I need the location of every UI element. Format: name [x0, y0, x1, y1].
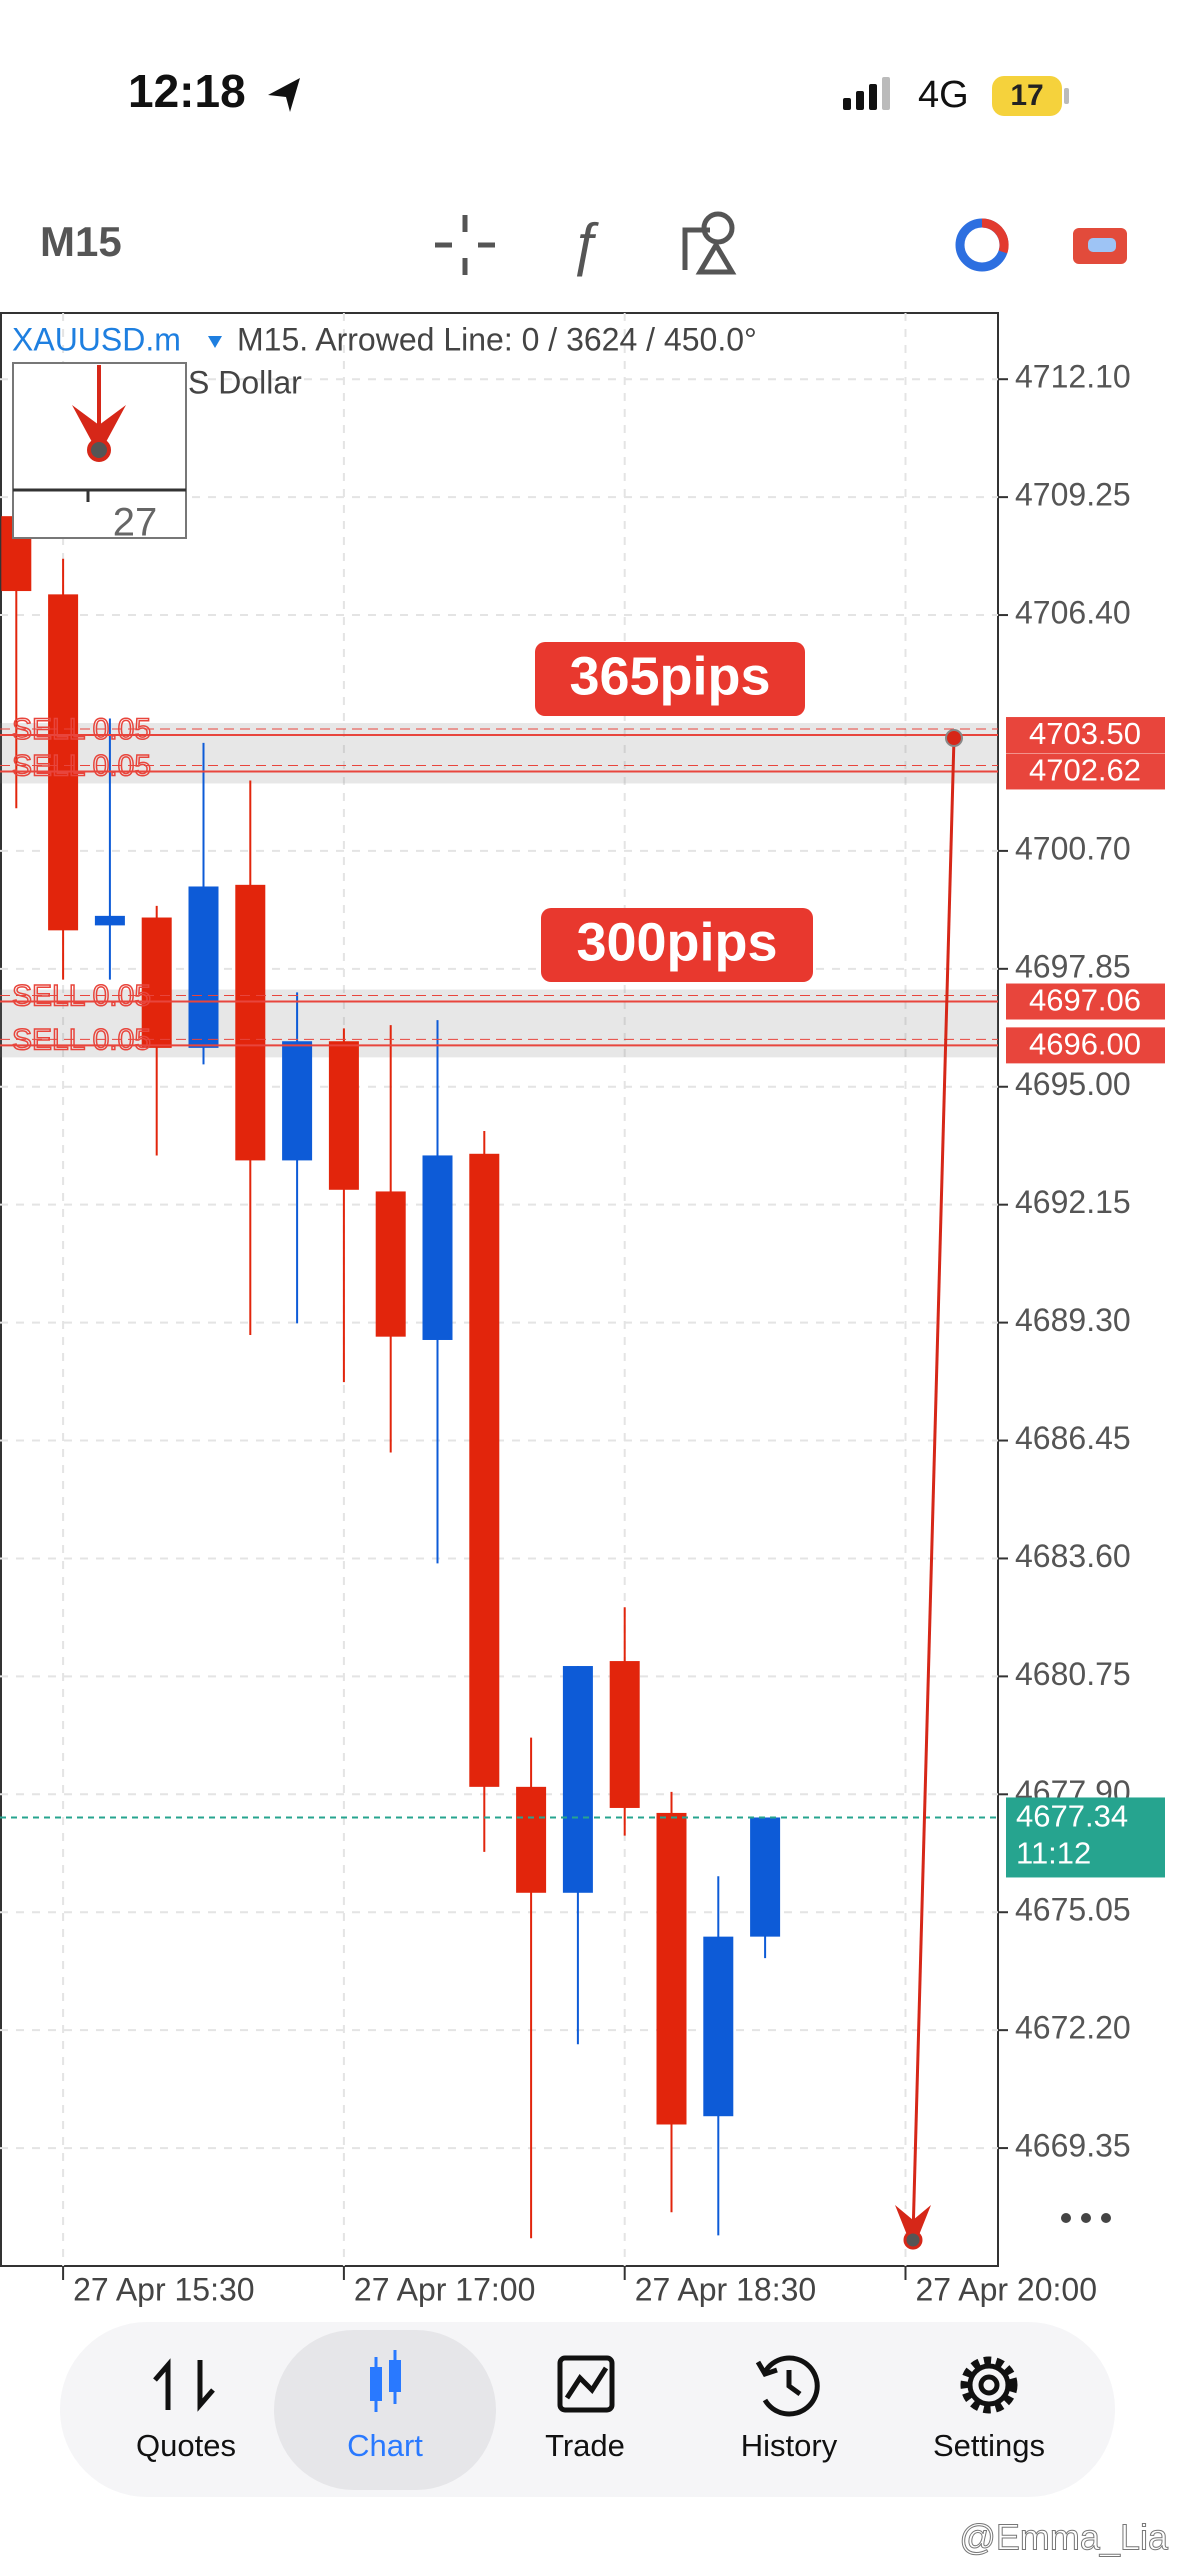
nav-items: Quotes Chart Trade History Settings	[136, 2330, 1045, 2490]
chart-frame	[0, 312, 999, 2267]
chart-icon	[370, 2350, 401, 2412]
settings-icon	[960, 2356, 1018, 2414]
battery	[992, 76, 1062, 116]
arrowed-line-handle[interactable]	[903, 2230, 923, 2250]
order-band	[0, 723, 998, 784]
nav-selected	[274, 2330, 496, 2490]
nav-label[interactable]: History	[741, 2428, 838, 2463]
nav-label[interactable]: Settings	[933, 2428, 1045, 2463]
y-tick-label: 4672.20	[1015, 2010, 1131, 2046]
candle-body	[94, 915, 125, 926]
thumbnail-arrowhead	[72, 405, 126, 455]
nav-label[interactable]: Quotes	[136, 2428, 236, 2463]
candle-body	[188, 886, 219, 1048]
symbol[interactable]: XAUUSD.m	[12, 321, 181, 357]
arrowed-line[interactable]	[911, 737, 956, 2237]
y-tick-label: 4700.70	[1015, 830, 1131, 866]
y-tick-label: 4692.15	[1015, 1184, 1131, 1220]
order-price-label: 4702.62	[1029, 753, 1141, 788]
thumbnail-point	[87, 438, 111, 462]
nav-label[interactable]: Chart	[347, 2428, 423, 2463]
watermark: @Emma_Lia	[959, 2517, 1169, 2558]
symbol-dropdown[interactable]	[208, 336, 222, 348]
y-tick-label: 4683.60	[1015, 1538, 1131, 1574]
battery-tip	[1064, 88, 1069, 104]
chart[interactable]: 4712.10 4709.25 4706.40 4700.70 4697.85 4695.…	[0, 313, 1165, 2307]
trade-icon	[557, 2355, 615, 2413]
candle-body	[750, 1817, 781, 1937]
current-price-box	[1006, 1797, 1165, 1878]
candle-body	[282, 1041, 313, 1161]
nav-label[interactable]: Trade	[545, 2428, 625, 2463]
arrowhead	[895, 2205, 931, 2250]
y-tick-label: 4689.30	[1015, 1302, 1131, 1338]
y-tick-label: 4669.35	[1015, 2128, 1131, 2164]
x-tick-label: 27 Apr 20:00	[916, 2271, 1097, 2307]
candle-body	[562, 1666, 593, 1893]
candle-body	[328, 1041, 359, 1190]
order-label: SELL 0.05	[12, 713, 151, 746]
network: 4G	[918, 74, 969, 116]
annotation: 365pips	[569, 646, 770, 706]
countdown: 11:12	[1016, 1836, 1091, 1871]
order-price-label: 4703.50	[1029, 716, 1141, 751]
candle-body	[235, 884, 266, 1161]
candle-body	[656, 1812, 687, 2125]
candle-body	[141, 917, 172, 1048]
location-icon	[268, 78, 300, 112]
order-price-box	[1006, 717, 1165, 754]
order-price-label: 4697.06	[1029, 983, 1141, 1018]
candle-body	[48, 594, 79, 931]
order-price-box	[1006, 753, 1165, 790]
timeframe[interactable]: M15	[40, 218, 122, 265]
account-icon-part	[1088, 238, 1116, 252]
order-label: SELL 0.05	[12, 749, 151, 782]
y-tick-label: 4686.45	[1015, 1420, 1131, 1456]
candle-body	[469, 1153, 500, 1787]
indicator-icon[interactable]: ƒ	[569, 211, 601, 276]
crosshair-icon[interactable]	[435, 215, 495, 275]
arrowed-line-handle[interactable]	[945, 729, 963, 747]
history-icon	[755, 2355, 820, 2417]
order-price-box	[1006, 1027, 1165, 1064]
candle-body	[422, 1155, 453, 1340]
more-menu[interactable]	[1061, 2213, 1111, 2223]
y-tick-label: 4697.85	[1015, 948, 1131, 984]
symbol-description: S Dollar	[188, 364, 302, 400]
sync-icon-part	[981, 218, 1009, 254]
battery-level: 17	[1010, 79, 1043, 112]
objects-icon[interactable]	[682, 211, 737, 275]
y-tick-label: 4680.75	[1015, 1656, 1131, 1692]
candle-body	[375, 1191, 406, 1337]
y-tick-label: 4712.10	[1015, 359, 1131, 395]
chart-info: M15. Arrowed Line: 0 / 3624 / 450.0°	[237, 321, 757, 357]
signal-icon	[843, 77, 890, 110]
quotes-icon	[153, 2358, 215, 2412]
order-price-box	[1006, 983, 1165, 1020]
order-label: SELL 0.05	[12, 1023, 151, 1056]
x-tick-label: 27 Apr 15:30	[73, 2271, 254, 2307]
annotation-box	[535, 642, 805, 716]
order-price-label: 4696.00	[1029, 1027, 1141, 1062]
y-tick-label: 4695.00	[1015, 1066, 1131, 1102]
current-price-label: 4677.34	[1016, 1799, 1128, 1834]
clock: 12:18	[128, 65, 246, 117]
thumbnail-label: 27	[113, 501, 158, 545]
y-tick-label: 4706.40	[1015, 595, 1131, 631]
y-tick-label: 4675.05	[1015, 1892, 1131, 1928]
annotation-box	[541, 908, 813, 982]
candle-body	[516, 1786, 547, 1893]
annotation: 300pips	[576, 912, 777, 972]
candle-body	[609, 1661, 640, 1808]
y-tick-label: 4709.25	[1015, 477, 1131, 513]
x-tick-label: 27 Apr 18:30	[635, 2271, 816, 2307]
order-label: SELL 0.05	[12, 979, 151, 1012]
x-tick-label: 27 Apr 17:00	[354, 2271, 535, 2307]
candle-body	[703, 1936, 734, 2117]
